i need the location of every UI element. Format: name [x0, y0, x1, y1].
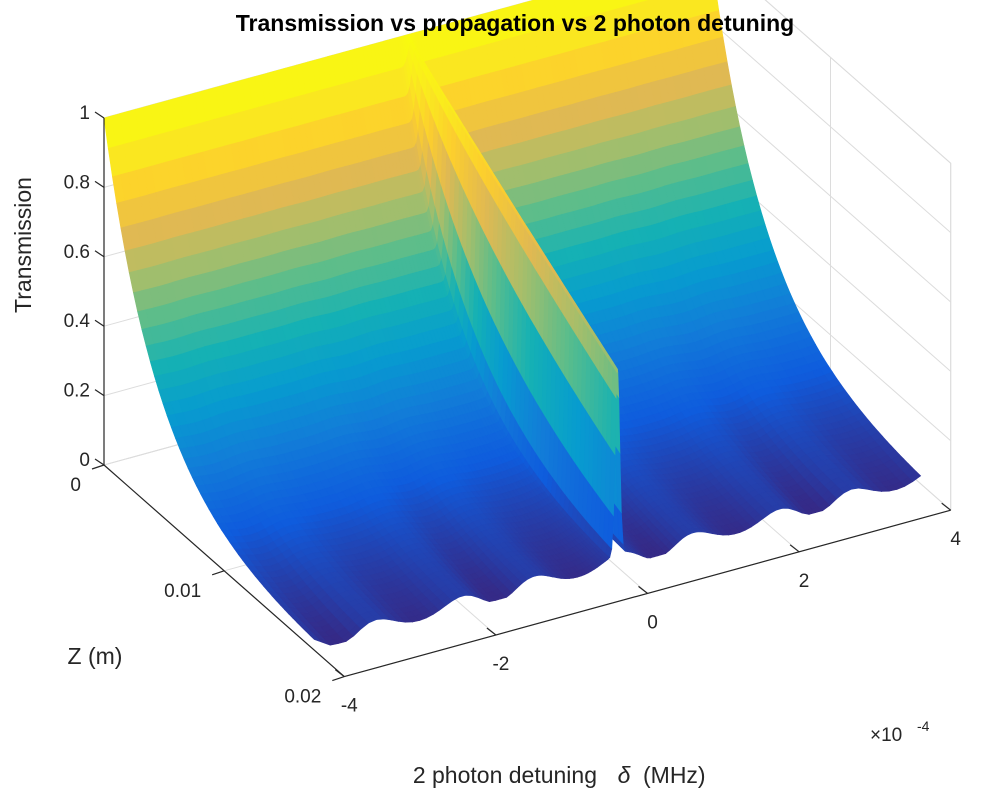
surface-layer — [103, 0, 922, 646]
